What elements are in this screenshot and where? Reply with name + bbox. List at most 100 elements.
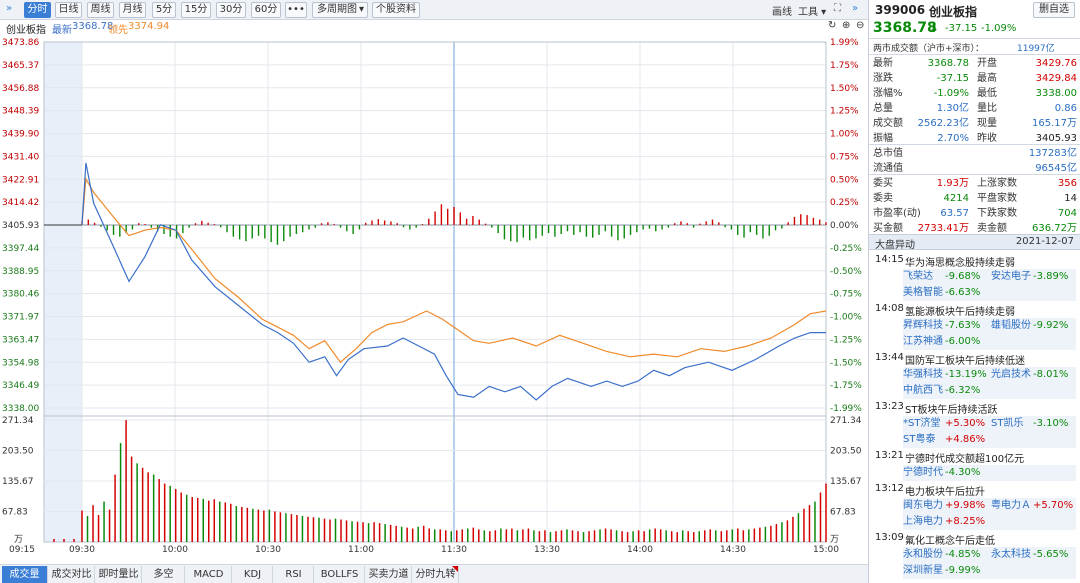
refresh-icon[interactable]: ↻ bbox=[828, 20, 837, 31]
draw-button[interactable]: 画线 bbox=[772, 7, 792, 18]
tab-indicator[interactable]: MACD bbox=[186, 566, 232, 583]
y-tick-left: 3363.47 bbox=[2, 335, 39, 345]
multi-period-dropdown[interactable]: 多周期图 ▾ bbox=[312, 2, 368, 18]
news-stock-row: 江苏神通 -6.00% bbox=[903, 334, 1076, 350]
news-headline[interactable]: 氟化工概念午后走低 bbox=[905, 536, 995, 547]
y-tick-right: -1.00% bbox=[830, 313, 862, 323]
news-headline[interactable]: 华为海思概念股持续走弱 bbox=[905, 258, 1015, 269]
stock-change: -3.10% bbox=[1033, 418, 1069, 429]
news-headline[interactable]: 氢能源板块午后持续走弱 bbox=[905, 307, 1015, 318]
vol-tick-left: 203.50 bbox=[2, 447, 34, 457]
stock-link[interactable]: 昇辉科技 bbox=[903, 320, 943, 331]
indicator-tabs: 成交量 成交对比 即时量比 多空 MACD KDJ RSI BOLLFS 买卖力道 分时九转 bbox=[0, 564, 868, 583]
stock-link[interactable]: ST凯乐 bbox=[991, 418, 1024, 429]
stock-link[interactable]: 中航西飞 bbox=[903, 385, 943, 396]
quote-row: 总市值 137283亿 bbox=[873, 146, 1077, 161]
news-headline[interactable]: ST板块午后持续活跃 bbox=[905, 405, 998, 416]
tab-indicator[interactable]: RSI bbox=[274, 566, 314, 583]
stock-link[interactable]: 永和股份 bbox=[903, 549, 943, 560]
y-tick-left: 3405.93 bbox=[2, 221, 39, 231]
tab-indicator[interactable]: 买卖力道 bbox=[366, 566, 412, 583]
tab-weekly[interactable]: 周线 bbox=[87, 2, 114, 18]
zoom-in-icon[interactable]: ⊕ bbox=[842, 20, 851, 31]
remove-favorite-button[interactable]: 删自选 bbox=[1033, 2, 1075, 18]
tab-indicator[interactable]: 多空 bbox=[143, 566, 185, 583]
x-tick: 10:30 bbox=[255, 545, 281, 555]
stock-link[interactable]: 闽东电力 bbox=[903, 500, 943, 511]
price-change-pct: -1.09% bbox=[981, 23, 1017, 34]
down-arrow-icon: ⬇ bbox=[929, 21, 940, 35]
y-tick-right: 1.50% bbox=[830, 84, 859, 94]
stock-link[interactable]: 江苏神通 bbox=[903, 336, 943, 347]
news-headline[interactable]: 电力板块午后拉升 bbox=[905, 487, 985, 498]
tools-label: 工具 bbox=[798, 7, 818, 18]
y-tick-left: 3414.42 bbox=[2, 198, 39, 208]
tab-indicator[interactable]: 即时量比 bbox=[96, 566, 142, 583]
quote-value: 3338.00 bbox=[1035, 88, 1077, 99]
stock-link[interactable]: 光启技术 bbox=[991, 369, 1031, 380]
news-stock-row: 上海电力 +8.25% bbox=[903, 514, 1076, 530]
quote-label: 上涨家数 bbox=[977, 178, 1017, 189]
tab-indicator[interactable]: BOLLFS bbox=[315, 566, 365, 583]
stock-link[interactable]: 安达电子 bbox=[991, 271, 1031, 282]
expand-icon[interactable]: » bbox=[852, 3, 859, 14]
stock-link[interactable]: 飞荣达 bbox=[903, 271, 933, 282]
more-button[interactable]: ••• bbox=[285, 2, 307, 18]
tab-15min[interactable]: 15分 bbox=[181, 2, 211, 18]
stock-link[interactable]: 宁德时代 bbox=[903, 467, 943, 478]
stock-link[interactable]: 上海电力 bbox=[903, 516, 943, 527]
y-tick-left: 3371.97 bbox=[2, 313, 39, 323]
tab-30min[interactable]: 30分 bbox=[216, 2, 246, 18]
stock-link[interactable]: 粤电力Ａ bbox=[991, 500, 1031, 511]
news-headline[interactable]: 宁德时代成交额超100亿元 bbox=[905, 454, 1025, 465]
tab-daily[interactable]: 日线 bbox=[55, 2, 82, 18]
tab-indicator[interactable]: 分时九转 bbox=[413, 566, 459, 583]
quote-label: 平盘家数 bbox=[977, 193, 1017, 204]
news-stock-row: 美格智能 -6.63% bbox=[903, 285, 1076, 301]
stock-link[interactable]: 美格智能 bbox=[903, 287, 943, 298]
stock-link[interactable]: 永太科技 bbox=[991, 549, 1031, 560]
collapse-icon[interactable]: » bbox=[6, 3, 13, 14]
stock-link[interactable]: 华强科技 bbox=[903, 369, 943, 380]
x-tick: 09:15 bbox=[9, 545, 35, 555]
y-tick-right: -0.25% bbox=[830, 244, 862, 254]
tab-60min[interactable]: 60分 bbox=[251, 2, 281, 18]
stock-link[interactable]: 雄韬股份 bbox=[991, 320, 1031, 331]
news-headline[interactable]: 国防军工板块午后持续低迷 bbox=[905, 356, 1025, 367]
stock-link[interactable]: *ST济堂 bbox=[903, 418, 941, 429]
quote-value: 636.72万 bbox=[1032, 223, 1077, 234]
quote-value: 3429.76 bbox=[1035, 58, 1077, 69]
tab-indicator[interactable]: KDJ bbox=[233, 566, 273, 583]
fullscreen-icon[interactable]: ⛶ bbox=[834, 3, 841, 14]
y-tick-right: -0.75% bbox=[830, 290, 862, 300]
y-tick-left: 3354.98 bbox=[2, 358, 39, 368]
news-stock-row: 昇辉科技 -7.63% 雄韬股份 -9.92% bbox=[903, 318, 1076, 334]
tab-intraday[interactable]: 分时 bbox=[24, 2, 51, 18]
stock-link[interactable]: ST粤泰 bbox=[903, 434, 936, 445]
tab-monthly[interactable]: 月线 bbox=[119, 2, 146, 18]
tab-indicator[interactable]: 成交量 bbox=[2, 566, 48, 583]
divider bbox=[869, 144, 1080, 145]
tab-indicator[interactable]: 成交对比 bbox=[49, 566, 95, 583]
y-tick-right: -1.75% bbox=[830, 381, 862, 391]
tools-dropdown[interactable]: 工具 ▾ bbox=[798, 7, 827, 18]
quote-row: 总量 1.30亿 量比 0.86 bbox=[873, 101, 1077, 116]
quote-label: 昨收 bbox=[977, 133, 997, 144]
stock-link[interactable]: 深圳新星 bbox=[903, 565, 943, 576]
stock-change: -13.19% bbox=[945, 369, 987, 380]
quote-value: -1.09% bbox=[933, 88, 969, 99]
latest-label: 最新 bbox=[52, 25, 72, 36]
quote-label: 成交额 bbox=[873, 118, 903, 129]
zoom-out-icon[interactable]: ⊖ bbox=[856, 20, 865, 31]
stock-info-button[interactable]: 个股资料 bbox=[372, 2, 420, 18]
x-tick: 11:30 bbox=[441, 545, 467, 555]
news-title: 大盘异动 bbox=[875, 240, 915, 251]
stock-name: 创业板指 bbox=[929, 5, 978, 19]
tab-5min[interactable]: 5分 bbox=[152, 2, 176, 18]
quote-value: 4214 bbox=[943, 193, 969, 204]
quote-value: 356 bbox=[1057, 178, 1077, 189]
y-tick-left: 3456.88 bbox=[2, 84, 39, 94]
y-tick-right: -1.50% bbox=[830, 358, 862, 368]
y-tick-right: 1.75% bbox=[830, 61, 859, 71]
lead-value: 3374.94 bbox=[128, 21, 170, 32]
